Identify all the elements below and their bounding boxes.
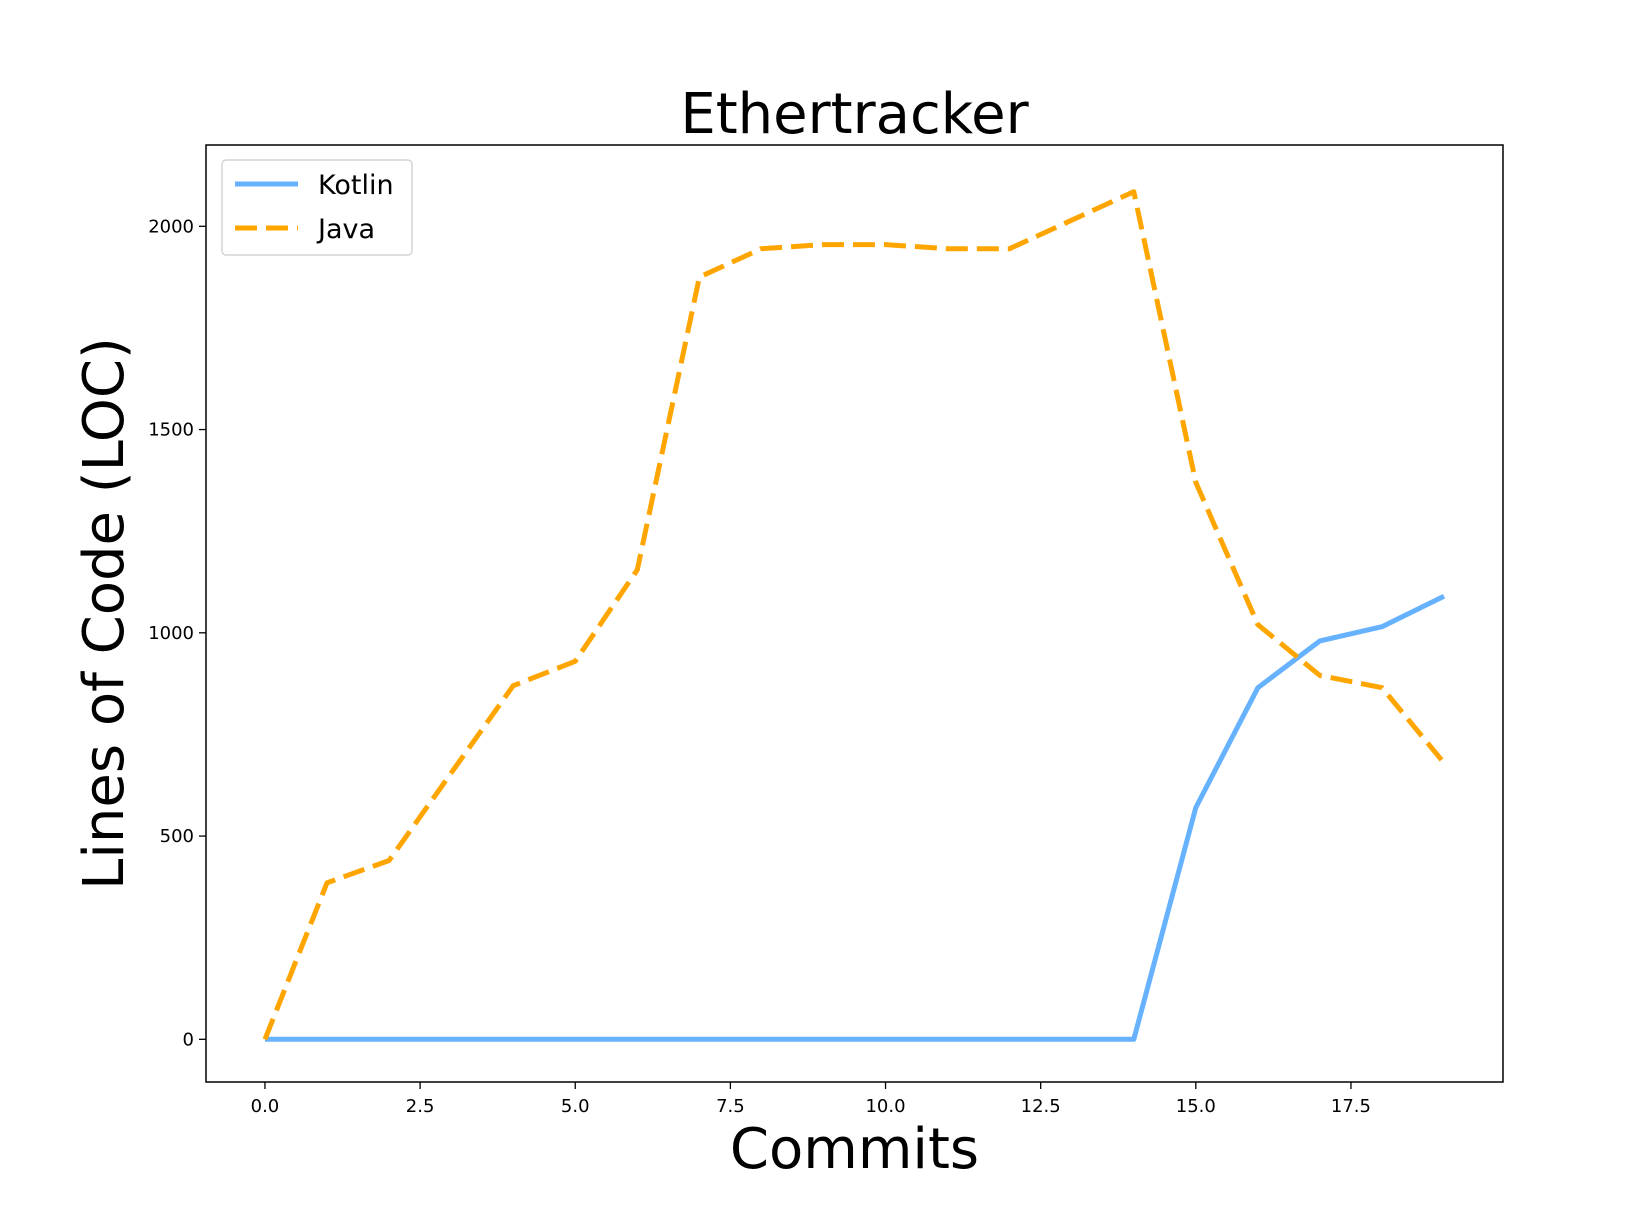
series-line-kotlin (265, 593, 1446, 1042)
plot-marks (262, 189, 1446, 1042)
y-tick-label: 2000 (148, 216, 194, 237)
y-tick-label: 500 (160, 826, 194, 847)
y-tick-label: 0 (183, 1029, 194, 1050)
x-tick-label: 12.5 (1021, 1096, 1061, 1117)
x-tick-label: 2.5 (406, 1096, 435, 1117)
y-axis-title: Lines of Code (LOC) (72, 337, 137, 890)
y-tick-label: 1500 (148, 420, 194, 441)
x-tick-label: 0.0 (251, 1096, 280, 1117)
x-tick-label: 7.5 (716, 1096, 745, 1117)
x-tick-label: 10.0 (865, 1096, 905, 1117)
plot-frame (205, 144, 1504, 1083)
x-tick-label: 17.5 (1331, 1096, 1371, 1117)
x-tick-label: 5.0 (561, 1096, 590, 1117)
y-tick-label: 1000 (148, 623, 194, 644)
x-tick-label: 15.0 (1176, 1096, 1216, 1117)
series-line-java (262, 189, 1446, 1041)
y-axis: 0 500 1000 1500 2000 (148, 216, 206, 1050)
legend: Kotlin Java (221, 159, 413, 256)
legend-kotlin-label: Kotlin (318, 170, 394, 201)
chart-title: Ethertracker (680, 82, 1029, 147)
x-axis-title: Commits (730, 1117, 979, 1182)
legend-java-label: Java (316, 214, 375, 245)
x-axis: 0.0 2.5 5.0 7.5 10.0 12.5 15.0 17.5 (251, 1082, 1371, 1117)
